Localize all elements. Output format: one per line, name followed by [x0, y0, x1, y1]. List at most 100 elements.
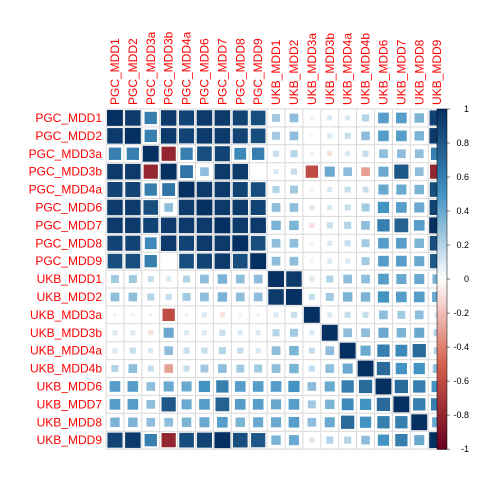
cell-UKB_MDD4b-PGC_MDD8	[236, 364, 245, 373]
cell-UKB_MDD4a-UKB_MDD3a	[308, 347, 315, 354]
colorbar-segment	[437, 221, 447, 226]
cell-UKB_MDD1-PGC_MDD4a	[182, 275, 191, 283]
cell-PGC_MDD9-UKB_MDD1	[271, 256, 281, 266]
cell-PGC_MDD3b-UKB_MDD7	[394, 164, 409, 179]
cell-PGC_MDD3a-PGC_MDD9	[251, 147, 265, 160]
cell-UKB_MDD3b-PGC_MDD9	[255, 330, 261, 336]
colorbar-segment	[437, 258, 447, 263]
colorbar-segment	[437, 425, 447, 430]
colorbar-segment	[437, 306, 447, 311]
cell-PGC_MDD8-UKB_MDD4b	[361, 239, 370, 248]
colorbar-segment	[437, 435, 447, 440]
cell-PGC_MDD2-PGC_MDD2	[124, 127, 141, 144]
cell-UKB_MDD6-UKB_MDD8	[413, 380, 426, 393]
colorbar-segment	[437, 204, 447, 209]
row-label: PGC_MDD1	[35, 111, 102, 125]
cell-UKB_MDD2-UKB_MDD6	[377, 291, 390, 303]
cell-PGC_MDD3b-UKB_MDD1	[273, 169, 279, 175]
cell-UKB_MDD8-PGC_MDD9	[253, 417, 264, 428]
colorbar-segment	[437, 241, 447, 246]
colorbar-tick-label: -0.8	[453, 410, 469, 420]
cell-UKB_MDD9-UKB_MDD8	[414, 435, 425, 446]
cell-UKB_MDD3b-UKB_MDD2	[289, 328, 298, 337]
column-label: UKB_MDD3a	[305, 33, 319, 105]
cell-PGC_MDD2-PGC_MDD3a	[144, 129, 157, 143]
column-label: UKB_MDD9	[430, 39, 444, 105]
colorbar-tick-label: 0.6	[456, 172, 469, 182]
cell-PGC_MDD2-UKB_MDD3b	[327, 133, 333, 139]
colorbar-segment	[437, 149, 447, 154]
cell-UKB_MDD8-PGC_MDD3a	[146, 417, 156, 427]
cell-UKB_MDD9-UKB_MDD7	[395, 433, 408, 447]
cell-UKB_MDD4b-UKB_MDD1	[271, 364, 281, 373]
colorbar-segment	[437, 319, 447, 324]
cell-UKB_MDD2-PGC_MDD9	[253, 292, 263, 302]
cell-UKB_MDD3a-PGC_MDD7	[219, 312, 225, 318]
column-label: PGC_MDD7	[215, 38, 229, 105]
cell-UKB_MDD3b-PGC_MDD6	[201, 330, 207, 336]
cell-UKB_MDD3b-PGC_MDD8	[237, 330, 243, 336]
cell-PGC_MDD6-UKB_MDD6	[377, 201, 390, 214]
cell-UKB_MDD8-PGC_MDD3b	[164, 417, 174, 427]
cell-PGC_MDD3a-PGC_MDD8	[234, 147, 247, 160]
colorbar-segment	[437, 160, 447, 165]
cell-PGC_MDD4a-PGC_MDD3a	[144, 183, 157, 196]
cell-UKB_MDD6-UKB_MDD3b	[324, 381, 335, 392]
colorbar-segment	[437, 370, 447, 375]
row-label: PGC_MDD3b	[29, 165, 103, 179]
cell-PGC_MDD3b-PGC_MDD4a	[180, 165, 193, 179]
cell-UKB_MDD7-UKB_MDD4b	[359, 398, 372, 410]
cell-PGC_MDD8-PGC_MDD8	[232, 235, 249, 252]
column-label: PGC_MDD6	[197, 38, 211, 105]
cell-UKB_MDD4a-PGC_MDD7	[218, 347, 226, 355]
cell-PGC_MDD9-UKB_MDD3b	[327, 258, 333, 264]
cell-PGC_MDD4a-PGC_MDD6	[196, 181, 213, 198]
cell-UKB_MDD7-UKB_MDD2	[288, 399, 300, 410]
cell-UKB_MDD9-PGC_MDD2	[125, 432, 141, 448]
cell-PGC_MDD3a-PGC_MDD4a	[180, 147, 193, 160]
cell-UKB_MDD4b-PGC_MDD3a	[147, 365, 154, 372]
colorbar-segment	[437, 299, 447, 304]
colorbar-segment	[437, 279, 447, 284]
cell-UKB_MDD8-UKB_MDD1	[271, 417, 282, 428]
cell-UKB_MDD9-UKB_MDD4b	[361, 435, 370, 445]
colorbar-segment	[437, 415, 447, 420]
column-label: UKB_MDD8	[412, 39, 426, 105]
colorbar-segment	[437, 180, 447, 185]
colorbar-segment	[437, 445, 447, 450]
cell-UKB_MDD4b-PGC_MDD3b	[164, 364, 174, 373]
cell-PGC_MDD9-PGC_MDD7	[214, 253, 231, 269]
colorbar-segment	[437, 374, 447, 379]
cell-UKB_MDD3b-UKB_MDD4b	[361, 328, 370, 338]
cell-PGC_MDD3b-UKB_MDD4b	[361, 167, 370, 177]
cell-PGC_MDD3a-UKB_MDD6	[379, 149, 388, 159]
cell-UKB_MDD3b-UKB_MDD8	[414, 327, 425, 338]
cell-UKB_MDD8-UKB_MDD6	[377, 416, 390, 429]
cell-PGC_MDD8-PGC_MDD9	[250, 235, 266, 251]
cell-PGC_MDD9-PGC_MDD9	[250, 253, 267, 270]
colorbar-segment	[437, 411, 447, 416]
cell-UKB_MDD6-PGC_MDD8	[234, 381, 246, 392]
colorbar-segment	[437, 302, 447, 307]
cell-PGC_MDD1-UKB_MDD8	[414, 113, 424, 123]
cell-UKB_MDD2-UKB_MDD7	[396, 291, 407, 303]
cell-PGC_MDD6-PGC_MDD8	[232, 199, 248, 216]
colorbar-segment	[437, 187, 447, 192]
cell-PGC_MDD1-PGC_MDD3a	[144, 111, 157, 125]
cell-PGC_MDD8-PGC_MDD3b	[160, 235, 177, 251]
correlation-matrix	[105, 108, 447, 450]
cell-PGC_MDD1-UKB_MDD1	[272, 113, 281, 122]
cell-UKB_MDD9-PGC_MDD8	[232, 432, 248, 448]
cell-UKB_MDD3b-UKB_MDD4a	[343, 328, 353, 338]
cell-PGC_MDD8-UKB_MDD6	[378, 237, 389, 249]
colorbar-tick-label: -0.2	[453, 308, 469, 318]
cell-PGC_MDD1-PGC_MDD4a	[179, 110, 195, 126]
cell-PGC_MDD3a-PGC_MDD1	[108, 147, 122, 160]
colorbar-segment	[437, 112, 447, 117]
cell-PGC_MDD2-PGC_MDD3b	[160, 128, 177, 144]
cell-PGC_MDD3a-UKB_MDD4a	[345, 151, 351, 157]
cell-UKB_MDD9-UKB_MDD1	[271, 435, 281, 445]
cell-UKB_MDD6-PGC_MDD2	[127, 381, 139, 392]
colorbar-segment	[437, 384, 447, 389]
cell-PGC_MDD6-UKB_MDD1	[271, 203, 281, 212]
